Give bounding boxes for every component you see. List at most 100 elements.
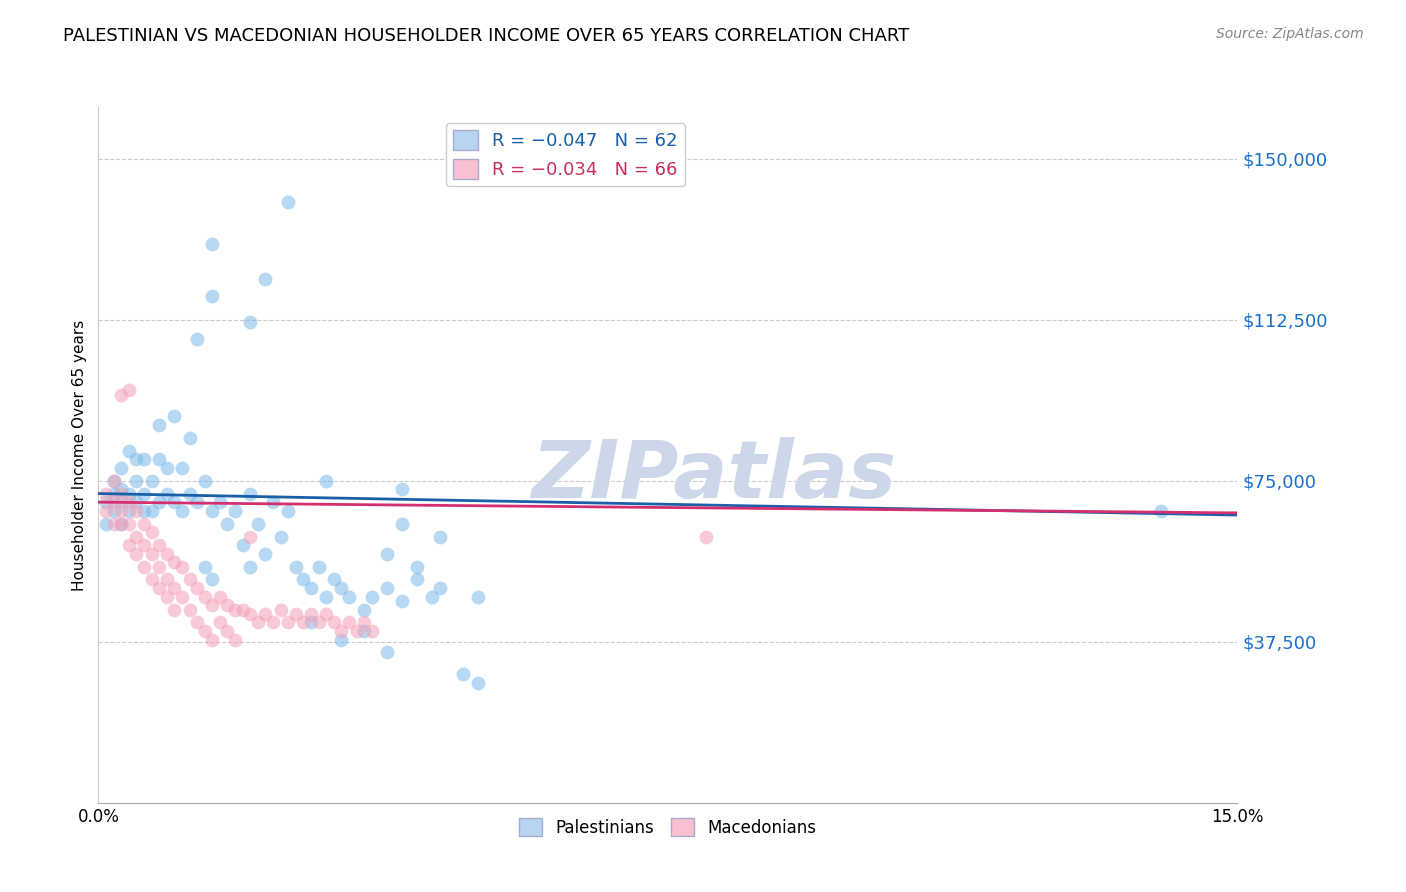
- Point: [148, 538, 170, 552]
- Point: [224, 504, 246, 518]
- Point: [118, 443, 141, 458]
- Point: [239, 315, 262, 329]
- Point: [110, 504, 132, 518]
- Point: [156, 573, 179, 587]
- Point: [360, 590, 382, 604]
- Point: [239, 559, 262, 574]
- Point: [277, 194, 299, 209]
- Point: [141, 525, 163, 540]
- Point: [299, 581, 322, 595]
- Point: [292, 573, 315, 587]
- Point: [148, 417, 170, 432]
- Point: [201, 632, 224, 647]
- Point: [179, 573, 201, 587]
- Point: [141, 474, 163, 488]
- Point: [315, 607, 337, 621]
- Point: [148, 452, 170, 467]
- Point: [201, 289, 224, 303]
- Point: [467, 675, 489, 690]
- Point: [315, 474, 337, 488]
- Point: [118, 516, 141, 531]
- Point: [375, 645, 398, 659]
- Point: [246, 615, 269, 630]
- Point: [270, 602, 292, 616]
- Point: [170, 460, 193, 475]
- Point: [94, 495, 117, 509]
- Text: ZIPatlas: ZIPatlas: [531, 437, 896, 515]
- Point: [254, 272, 277, 286]
- Point: [422, 590, 444, 604]
- Point: [186, 495, 208, 509]
- Point: [284, 559, 307, 574]
- Point: [1150, 504, 1173, 518]
- Point: [360, 624, 382, 638]
- Point: [239, 607, 262, 621]
- Point: [94, 516, 117, 531]
- Point: [246, 516, 269, 531]
- Point: [132, 504, 155, 518]
- Point: [429, 581, 451, 595]
- Point: [239, 486, 262, 500]
- Point: [695, 529, 717, 543]
- Point: [94, 504, 117, 518]
- Point: [132, 486, 155, 500]
- Point: [330, 632, 353, 647]
- Point: [163, 409, 186, 424]
- Point: [118, 486, 141, 500]
- Point: [262, 495, 284, 509]
- Point: [391, 483, 413, 497]
- Point: [429, 529, 451, 543]
- Point: [125, 547, 148, 561]
- Point: [262, 615, 284, 630]
- Point: [270, 529, 292, 543]
- Point: [217, 599, 239, 613]
- Text: PALESTINIAN VS MACEDONIAN HOUSEHOLDER INCOME OVER 65 YEARS CORRELATION CHART: PALESTINIAN VS MACEDONIAN HOUSEHOLDER IN…: [63, 27, 910, 45]
- Point: [315, 590, 337, 604]
- Point: [337, 615, 360, 630]
- Point: [201, 237, 224, 252]
- Point: [406, 573, 429, 587]
- Point: [353, 615, 375, 630]
- Point: [322, 573, 344, 587]
- Point: [179, 486, 201, 500]
- Point: [125, 474, 148, 488]
- Point: [110, 516, 132, 531]
- Point: [232, 602, 254, 616]
- Point: [391, 516, 413, 531]
- Point: [224, 602, 246, 616]
- Point: [353, 624, 375, 638]
- Point: [110, 388, 132, 402]
- Point: [391, 594, 413, 608]
- Point: [118, 495, 141, 509]
- Point: [217, 516, 239, 531]
- Point: [156, 590, 179, 604]
- Point: [194, 590, 217, 604]
- Point: [141, 573, 163, 587]
- Point: [346, 624, 368, 638]
- Point: [163, 581, 186, 595]
- Point: [239, 529, 262, 543]
- Point: [322, 615, 344, 630]
- Point: [103, 516, 125, 531]
- Point: [254, 547, 277, 561]
- Point: [118, 504, 141, 518]
- Point: [330, 624, 353, 638]
- Point: [118, 538, 141, 552]
- Point: [110, 483, 132, 497]
- Point: [375, 547, 398, 561]
- Point: [208, 590, 231, 604]
- Point: [186, 581, 208, 595]
- Point: [141, 547, 163, 561]
- Point: [217, 624, 239, 638]
- Point: [125, 452, 148, 467]
- Point: [186, 615, 208, 630]
- Point: [179, 431, 201, 445]
- Point: [254, 607, 277, 621]
- Point: [277, 615, 299, 630]
- Point: [132, 559, 155, 574]
- Point: [125, 495, 148, 509]
- Point: [179, 602, 201, 616]
- Point: [103, 504, 125, 518]
- Point: [163, 602, 186, 616]
- Point: [103, 495, 125, 509]
